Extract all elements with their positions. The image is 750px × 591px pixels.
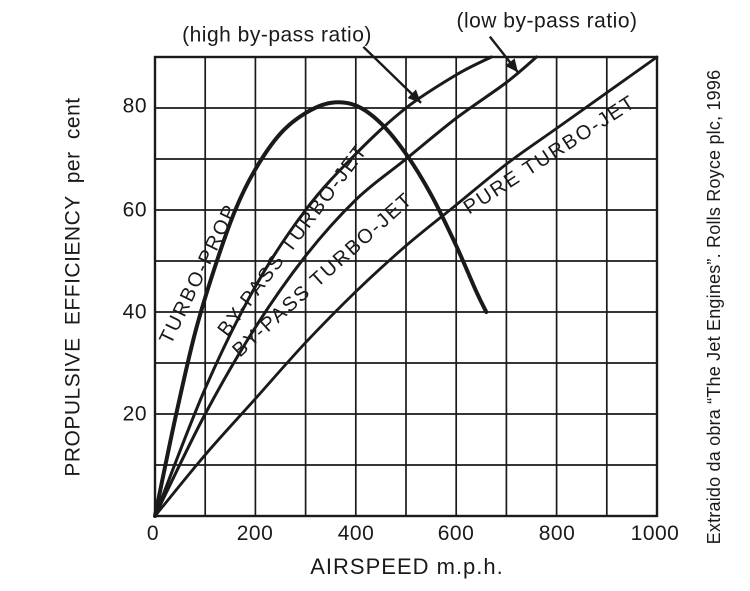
curve-bypass-turbojet-low (153, 55, 538, 518)
source-caption: Extraido da obra “The Jet Engines”. Roll… (704, 69, 724, 545)
plot-frame (153, 55, 659, 518)
annotation-low-bypass-ratio: (low by-pass ratio) (456, 9, 638, 33)
annotation-arrows (362, 35, 519, 104)
x-tick-label: 600 (437, 522, 475, 545)
x-axis-title: AIRSPEED m.p.h. (310, 554, 504, 579)
annotation-high-bypass-ratio: (high by-pass ratio) (182, 23, 372, 47)
curve-bypass-turbojet-high (153, 55, 493, 518)
x-tick-label: 1000 (630, 522, 680, 545)
x-tick-label: 400 (337, 522, 375, 545)
curve-pure-turbojet (153, 55, 659, 518)
y-tick-label: 40 (122, 300, 147, 324)
y-axis-title: PROPULSIVE EFFICIENCY per cent (61, 97, 85, 477)
curve-turbo-prop (153, 100, 489, 518)
x-tick-label: 200 (236, 522, 274, 545)
y-tick-label: 20 (122, 402, 147, 426)
x-tick-label: 0 (146, 522, 160, 545)
y-tick-label: 60 (122, 198, 147, 222)
y-tick-label: 80 (122, 94, 147, 118)
curves (153, 55, 659, 518)
x-tick-label: 800 (538, 522, 576, 545)
